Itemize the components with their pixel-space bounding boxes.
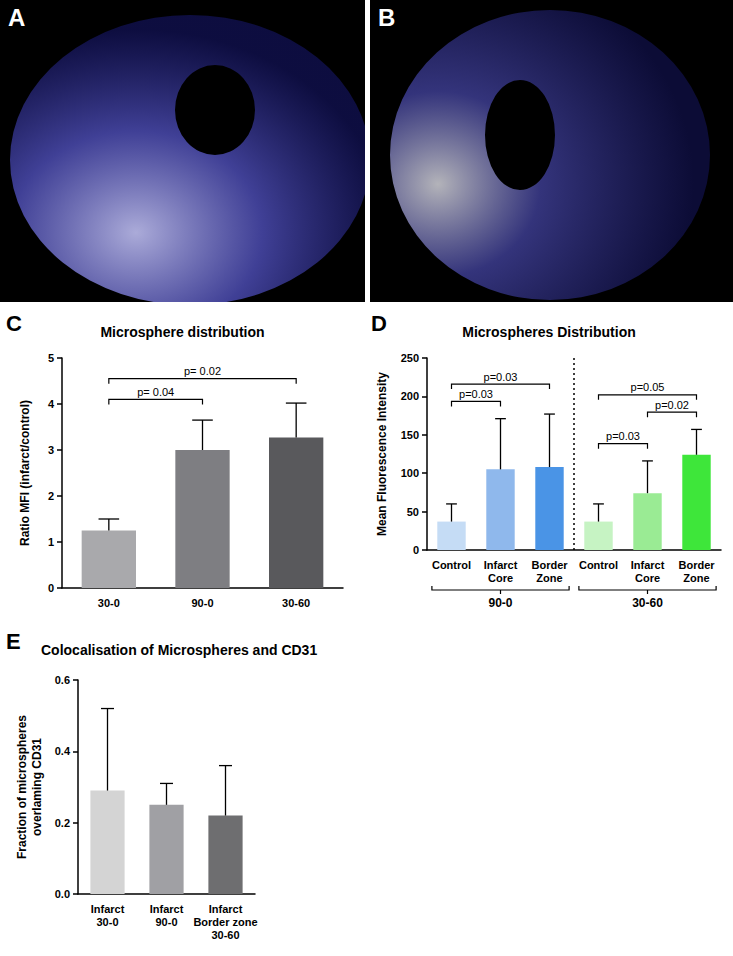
svg-text:Infarct: Infarct bbox=[150, 903, 184, 915]
svg-text:Microspheres Distribution: Microspheres Distribution bbox=[462, 324, 635, 340]
svg-text:overlaming CD31: overlaming CD31 bbox=[30, 738, 44, 836]
svg-text:90-0: 90-0 bbox=[155, 916, 177, 928]
svg-text:30-60: 30-60 bbox=[282, 597, 310, 609]
svg-text:200: 200 bbox=[401, 390, 419, 402]
svg-text:0.4: 0.4 bbox=[55, 745, 71, 757]
svg-text:5: 5 bbox=[48, 352, 54, 364]
svg-text:4: 4 bbox=[48, 398, 55, 410]
svg-text:0.2: 0.2 bbox=[55, 817, 70, 829]
html-text:A: A bbox=[8, 4, 26, 31]
svg-text:p=0.03: p=0.03 bbox=[459, 388, 493, 400]
svg-text:Border zone: Border zone bbox=[193, 916, 257, 928]
svg-text:p= 0.04: p= 0.04 bbox=[137, 386, 174, 398]
svg-text:30-0: 30-0 bbox=[96, 916, 118, 928]
svg-text:Zone: Zone bbox=[536, 572, 562, 584]
svg-text:Ratio MFI (infarct/control): Ratio MFI (infarct/control) bbox=[18, 400, 32, 546]
svg-text:Border: Border bbox=[678, 559, 715, 571]
svg-text:250: 250 bbox=[401, 352, 419, 364]
svg-text:Zone: Zone bbox=[683, 572, 709, 584]
svg-text:Colocalisation of Microspheres: Colocalisation of Microspheres and CD31 bbox=[41, 642, 317, 658]
svg-text:Infarct: Infarct bbox=[484, 559, 518, 571]
svg-text:0: 0 bbox=[413, 544, 419, 556]
svg-text:50: 50 bbox=[407, 506, 419, 518]
svg-text:p= 0.02: p= 0.02 bbox=[184, 365, 221, 377]
svg-text:3: 3 bbox=[48, 444, 54, 456]
svg-text:0.0: 0.0 bbox=[55, 888, 70, 900]
svg-text:Border: Border bbox=[531, 559, 568, 571]
svg-text:30-0: 30-0 bbox=[98, 597, 120, 609]
svg-text:1: 1 bbox=[48, 536, 54, 548]
svg-text:C: C bbox=[6, 311, 22, 336]
svg-text:150: 150 bbox=[401, 429, 419, 441]
svg-text:p=0.03: p=0.03 bbox=[484, 371, 518, 383]
svg-text:Microsphere distribution: Microsphere distribution bbox=[100, 324, 264, 340]
svg-text:Control: Control bbox=[579, 559, 618, 571]
svg-text:100: 100 bbox=[401, 467, 419, 479]
svg-text:0.6: 0.6 bbox=[55, 674, 70, 686]
svg-text:p=0.03: p=0.03 bbox=[606, 430, 640, 442]
svg-text:Infarct: Infarct bbox=[209, 903, 243, 915]
svg-text:Infarct: Infarct bbox=[631, 559, 665, 571]
svg-text:Control: Control bbox=[432, 559, 471, 571]
svg-text:D: D bbox=[371, 311, 387, 336]
svg-text:Infarct: Infarct bbox=[91, 903, 125, 915]
svg-text:Fraction of microspheres: Fraction of microspheres bbox=[15, 715, 29, 859]
svg-text:30-60: 30-60 bbox=[632, 596, 663, 610]
svg-text:90-0: 90-0 bbox=[488, 596, 512, 610]
svg-text:Mean Fluorescence Intensity: Mean Fluorescence Intensity bbox=[375, 372, 389, 536]
svg-text:Core: Core bbox=[635, 572, 660, 584]
svg-text:Core: Core bbox=[488, 572, 513, 584]
svg-text:p=0.05: p=0.05 bbox=[631, 381, 665, 393]
svg-text:2: 2 bbox=[48, 490, 54, 502]
svg-text:p=0.02: p=0.02 bbox=[655, 399, 689, 411]
html-text:B: B bbox=[378, 4, 396, 31]
svg-text:30-60: 30-60 bbox=[211, 929, 239, 941]
svg-text:0: 0 bbox=[48, 582, 54, 594]
svg-text:90-0: 90-0 bbox=[191, 597, 213, 609]
svg-text:E: E bbox=[6, 629, 21, 654]
